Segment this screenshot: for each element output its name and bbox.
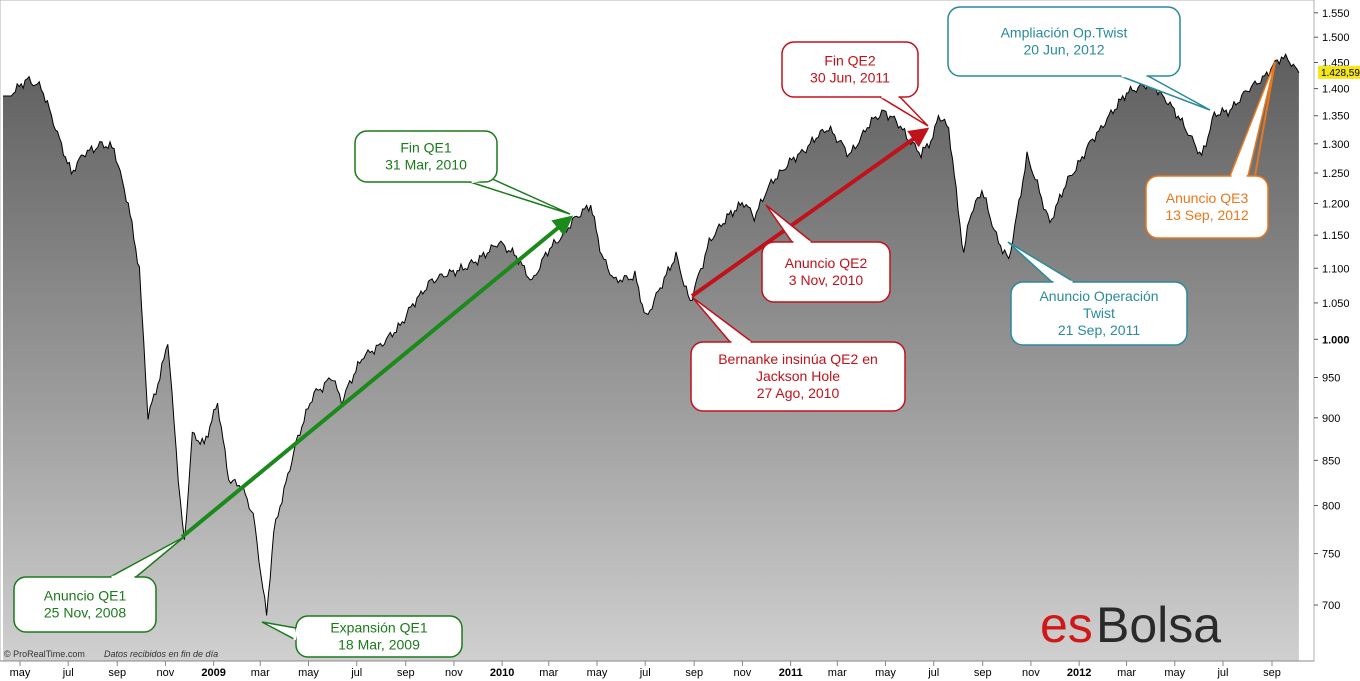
- callout-line: Anuncio QE3: [1166, 190, 1249, 206]
- x-tick-label: 2012: [1067, 667, 1091, 679]
- callout-line: 27 Ago, 2010: [757, 385, 840, 401]
- x-tick-label: mar: [828, 667, 847, 679]
- price-line: [3, 52, 1300, 616]
- y-tick-label: 1.250: [1322, 168, 1350, 180]
- callout-line: Fin QE1: [400, 140, 452, 156]
- x-tick-label: may: [10, 667, 31, 679]
- callout-line: Anuncio QE2: [785, 255, 868, 271]
- y-tick-label: 800: [1322, 501, 1340, 513]
- qe1-trend-arrow: [180, 215, 574, 539]
- x-axis: may jul sep nov 2009 mar may jul sep nov 2010 mar ma…: [0, 660, 1314, 679]
- callout-line: 13 Sep, 2012: [1165, 207, 1249, 223]
- x-tick-label: 2009: [201, 667, 225, 679]
- x-tick-label: jul: [62, 667, 74, 679]
- qe2-trend-arrow: [690, 127, 930, 298]
- logo-name: Bolsa: [1096, 597, 1221, 653]
- x-tick-label: jul: [1216, 667, 1228, 679]
- callout-box: [947, 6, 1181, 77]
- x-tick-label: sep: [1263, 667, 1281, 679]
- y-tick-label: 900: [1322, 413, 1340, 425]
- x-tick-label: may: [875, 667, 896, 679]
- y-tick-label: 1.550: [1322, 8, 1350, 20]
- x-tick-label: sep: [685, 667, 703, 679]
- x-tick-label: jul: [639, 667, 651, 679]
- x-tick-label: nov: [1022, 667, 1040, 679]
- last-value-label: 1.428,59: [1321, 68, 1360, 79]
- x-tick-label: jul: [350, 667, 362, 679]
- last-value-box: [1318, 65, 1360, 79]
- x-tick-label: 2010: [490, 667, 514, 679]
- x-tick-label: mar: [539, 667, 558, 679]
- callout-box: [354, 130, 498, 183]
- y-tick-label: 950: [1322, 372, 1340, 384]
- callout-line: 20 Jun, 2012: [1024, 42, 1105, 58]
- x-tick-label: nov: [734, 667, 752, 679]
- callout-box: [1010, 281, 1188, 346]
- callout-line: 25 Nov, 2008: [44, 605, 126, 621]
- y-axis: 1.5501.5001.4501.4001.3501.3001.2501.200…: [1314, 8, 1350, 612]
- callout-box: [1145, 175, 1269, 239]
- x-tick-label: sep: [397, 667, 415, 679]
- y-tick-label: 750: [1322, 549, 1340, 561]
- y-tick-label: 1.150: [1322, 230, 1350, 242]
- x-tick-label: mar: [1117, 667, 1136, 679]
- x-tick-label: may: [298, 667, 319, 679]
- callout-line: 31 Mar, 2010: [385, 157, 467, 173]
- callout-line: Anuncio Operación: [1039, 288, 1158, 304]
- x-tick-label: sep: [974, 667, 992, 679]
- y-tick-label: 1.350: [1322, 111, 1350, 123]
- callout-line: Anuncio QE1: [44, 588, 127, 604]
- callout-seam: [293, 627, 299, 641]
- y-tick-label: 1.000: [1322, 334, 1350, 346]
- footer-note: Datos recibidos en fin de día: [104, 649, 218, 659]
- price-area-layer: [3, 52, 1300, 661]
- callout-line: 21 Sep, 2011: [1058, 322, 1140, 338]
- logo-prefix: es: [1040, 597, 1093, 653]
- x-tick-label: jul: [927, 667, 939, 679]
- y-tick-label: 1.050: [1322, 298, 1350, 310]
- callout-box: [690, 341, 906, 412]
- x-tick-label: mar: [251, 667, 270, 679]
- footer-credit: © ProRealTime.com: [4, 649, 85, 659]
- esbolsa-logo: es Bolsa: [1040, 597, 1221, 653]
- x-tick-label: nov: [445, 667, 463, 679]
- callout-line: 18 Mar, 2009: [338, 637, 420, 653]
- callout-line: Jackson Hole: [756, 368, 840, 384]
- x-tick-label: nov: [157, 667, 175, 679]
- last-value-marker: 1.428,59: [1318, 65, 1360, 79]
- callout-box: [13, 576, 157, 633]
- x-tick-label: may: [1164, 667, 1185, 679]
- y-tick-label: 1.100: [1322, 263, 1350, 275]
- callout-line: Bernanke insinúa QE2 en: [718, 351, 878, 367]
- callout-seam: [471, 176, 489, 184]
- callout-line: Fin QE2: [824, 53, 876, 69]
- callout-line: 30 Jun, 2011: [810, 70, 890, 86]
- callout-box: [781, 41, 919, 98]
- y-tick-label: 1.400: [1322, 84, 1350, 96]
- x-tick-label: may: [587, 667, 608, 679]
- y-tick-label: 1.300: [1322, 139, 1350, 151]
- callout-line: Ampliación Op.Twist: [1001, 25, 1128, 41]
- callout-box: [761, 241, 891, 303]
- y-tick-label: 700: [1322, 600, 1340, 612]
- callout-line: 3 Nov, 2010: [789, 272, 864, 288]
- callout-line: Expansión QE1: [330, 620, 427, 636]
- y-tick-label: 850: [1322, 455, 1340, 467]
- x-tick-label: 2011: [779, 667, 803, 679]
- callout-line: Twist: [1083, 305, 1115, 321]
- x-tick-label: sep: [108, 667, 126, 679]
- y-tick-label: 1.200: [1322, 198, 1350, 210]
- y-tick-label: 1.500: [1322, 32, 1350, 44]
